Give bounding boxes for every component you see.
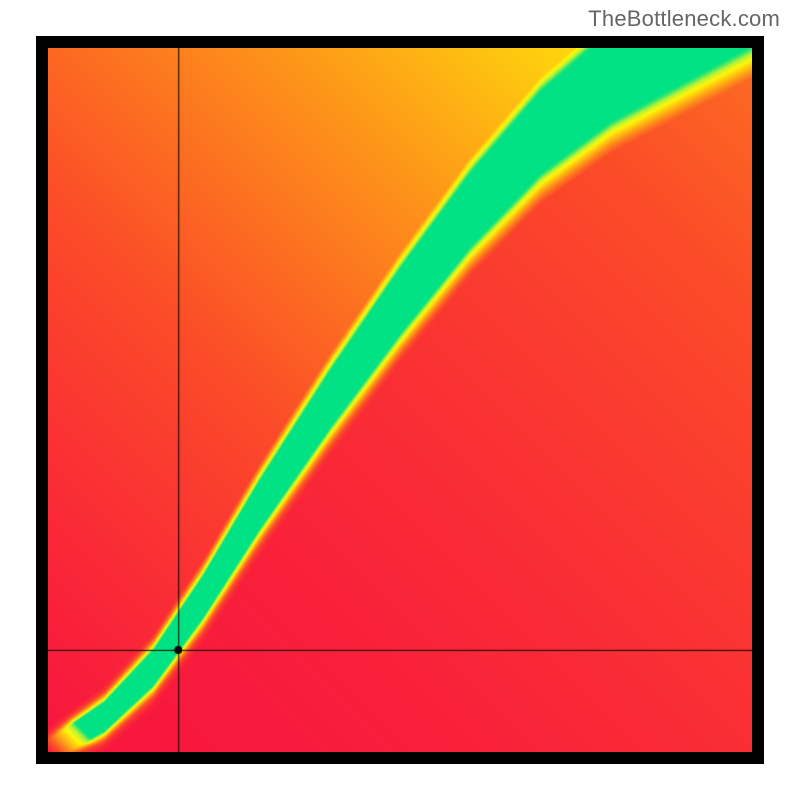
heatmap-canvas (48, 48, 752, 752)
watermark-text: TheBottleneck.com (588, 6, 780, 32)
chart-container: TheBottleneck.com (0, 0, 800, 800)
plot-area (48, 48, 752, 752)
chart-frame (36, 36, 764, 764)
